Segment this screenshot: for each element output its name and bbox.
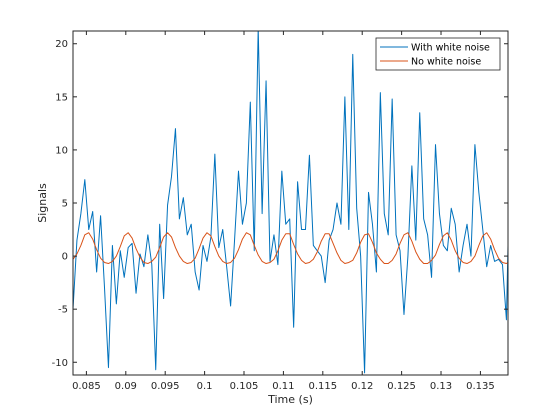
y-tick-label: -10 bbox=[52, 358, 68, 369]
legend-box bbox=[375, 37, 501, 71]
y-axis-label: Signals bbox=[36, 183, 49, 223]
x-tick-label: 0.11 bbox=[272, 381, 294, 392]
x-tick-label: 0.1 bbox=[197, 381, 213, 392]
legend-label-with-white-noise: With white noise bbox=[411, 43, 490, 54]
y-tick-label: 10 bbox=[55, 145, 68, 156]
y-axis: -10 -5 0 5 10 15 20 bbox=[52, 39, 508, 369]
x-tick-label: 0.09 bbox=[115, 381, 137, 392]
x-tick-label: 0.135 bbox=[466, 381, 495, 392]
x-tick-label: 0.085 bbox=[72, 381, 101, 392]
x-tick-label: 0.115 bbox=[308, 381, 337, 392]
plot-area bbox=[73, 31, 508, 375]
x-tick-label: 0.13 bbox=[430, 381, 452, 392]
y-tick-label: 5 bbox=[62, 199, 68, 210]
legend: With white noise No white noise bbox=[375, 37, 501, 71]
y-tick-label: 15 bbox=[55, 92, 68, 103]
y-tick-label: 0 bbox=[62, 252, 68, 263]
x-tick-label: 0.12 bbox=[351, 381, 373, 392]
series-line-with-white-noise bbox=[73, 31, 508, 374]
y-tick-label: -5 bbox=[58, 305, 68, 316]
x-tick-label: 0.105 bbox=[230, 381, 259, 392]
series-layer bbox=[73, 31, 508, 374]
x-tick-label: 0.125 bbox=[387, 381, 416, 392]
x-tick-label: 0.095 bbox=[151, 381, 180, 392]
series-line-no-white-noise bbox=[73, 232, 508, 265]
y-tick-label: 20 bbox=[55, 39, 68, 50]
x-axis: 0.085 0.09 0.095 0.1 0.105 0.11 0.115 0.12 0.125… bbox=[72, 31, 495, 392]
legend-label-no-white-noise: No white noise bbox=[411, 57, 481, 68]
x-axis-label: Time (s) bbox=[267, 393, 313, 406]
